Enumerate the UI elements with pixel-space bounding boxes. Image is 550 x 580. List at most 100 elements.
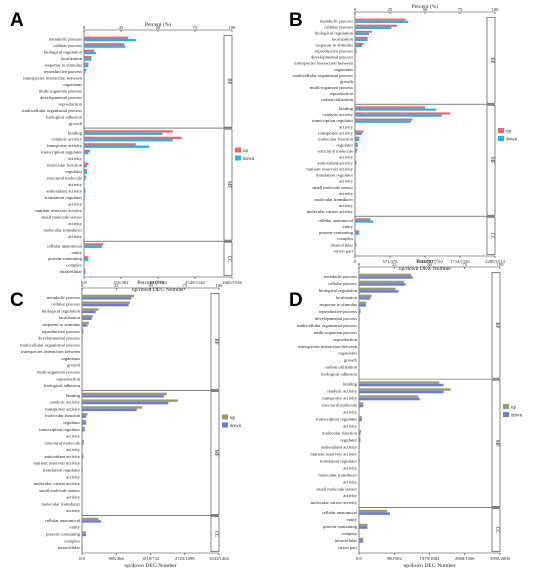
category-label: activity (339, 179, 353, 184)
bar-down (355, 150, 357, 154)
bar-up (82, 321, 89, 325)
group-bracket (486, 17, 496, 104)
bar-up (84, 143, 136, 146)
bar-up (82, 413, 88, 416)
category-label: activity (343, 465, 357, 470)
bar-down (355, 120, 411, 123)
category-label: activity (343, 479, 357, 484)
bar-down (359, 290, 399, 293)
category-label: molecular function (318, 136, 354, 141)
top-tick-label: 100 (492, 7, 500, 12)
category-label: biological regulation (44, 50, 83, 55)
bottom-axis-title: up/down DEG Number (403, 563, 455, 569)
bar-up (84, 194, 85, 198)
bar-down (359, 304, 367, 307)
bar-down (355, 38, 368, 42)
bar-down (359, 432, 361, 436)
bar-up (82, 308, 99, 311)
category-label: organisms (61, 356, 80, 361)
top-tick-label: 0 (81, 283, 84, 288)
category-label: protein-containing (46, 532, 81, 537)
category-label: activity (68, 182, 82, 187)
group-label: MF (494, 440, 499, 447)
category-label: entity (343, 224, 354, 229)
group-label: MF (226, 181, 231, 188)
category-label: response to stimulus (42, 322, 80, 327)
bar-down (84, 197, 85, 200)
category-label: catalytic activity (323, 112, 354, 117)
top-tick-label: 25 (119, 25, 124, 30)
bar-up (84, 188, 86, 191)
category-label: molecular carrier activity (34, 481, 81, 486)
category-label: localization (332, 37, 354, 42)
category-label: localization (336, 295, 358, 300)
panel-label: C (10, 290, 24, 311)
bar-down (359, 418, 362, 422)
bar-down (82, 520, 102, 523)
legend-swatch-down (222, 422, 228, 428)
category-label: translation regulator (45, 195, 83, 200)
bottom-tick-label: 906/366 (109, 556, 125, 561)
bottom-tick-label: 2968/1506 (455, 556, 475, 561)
category-label: small molecule sensor (312, 185, 353, 190)
category-label: protein-containing (323, 524, 358, 529)
bar-down (359, 397, 420, 401)
bar-down (359, 390, 444, 394)
bar-down (84, 45, 126, 48)
legend-label-down: down (506, 138, 518, 143)
category-label: intracellular (58, 545, 81, 550)
category-label: entity (72, 250, 83, 255)
bar-down (355, 244, 357, 247)
bar-down (355, 144, 358, 148)
bar-up (355, 160, 357, 163)
category-label: structural molecule (45, 440, 80, 445)
bar-down (82, 331, 84, 334)
category-label: organisms (63, 82, 82, 87)
bar-up (355, 166, 356, 170)
category-label: nutrient reservoir activity (310, 451, 357, 456)
bottom-tick-label: 1714/1136 (450, 259, 470, 264)
bar-down (355, 20, 409, 23)
category-label: cellular process (53, 43, 82, 48)
category-label: protein-containing (48, 256, 83, 261)
bar-up (359, 294, 372, 298)
group-bracket (210, 516, 220, 552)
category-label: activity (339, 203, 353, 208)
category-label: cellular process (328, 281, 357, 286)
bar-down (355, 169, 356, 172)
category-label: developmental process (40, 95, 82, 100)
bar-down (355, 114, 442, 117)
bar-up (355, 142, 358, 145)
group-bracket (486, 104, 496, 216)
category-label: molecular transducer (41, 501, 80, 506)
bar-up (355, 48, 357, 52)
bar-down (82, 415, 87, 418)
category-label: transporter activity (322, 396, 358, 401)
group-label: MF (213, 450, 218, 457)
category-label: interspecies interaction between (294, 61, 354, 66)
category-label: complex (66, 263, 83, 268)
category-label: biological adhesion (321, 372, 358, 377)
legend-label-down: down (511, 414, 523, 419)
bar-down (359, 311, 361, 314)
legend-label-down: down (230, 424, 242, 429)
category-label: intracellular (335, 538, 358, 543)
bar-up (359, 430, 362, 433)
category-label: metabolic process (320, 18, 353, 23)
bar-down (359, 404, 364, 408)
category-label: intracellular (331, 242, 354, 247)
category-label: reproductive process (44, 69, 82, 74)
group-bracket (223, 241, 233, 276)
bar-up (84, 149, 90, 153)
category-label: molecular function (322, 430, 358, 435)
group-label: CC (494, 527, 499, 533)
category-label: organisms (334, 67, 353, 72)
category-label: entity (70, 525, 81, 530)
bottom-tick-label: 0 (354, 259, 357, 264)
category-label: binding (66, 393, 81, 398)
category-label: multi-organism process (39, 88, 82, 93)
top-axis-title: Percent (%) (416, 258, 443, 265)
group-label: MF (489, 157, 494, 164)
group-bracket (223, 128, 233, 241)
bar-up (82, 467, 83, 470)
